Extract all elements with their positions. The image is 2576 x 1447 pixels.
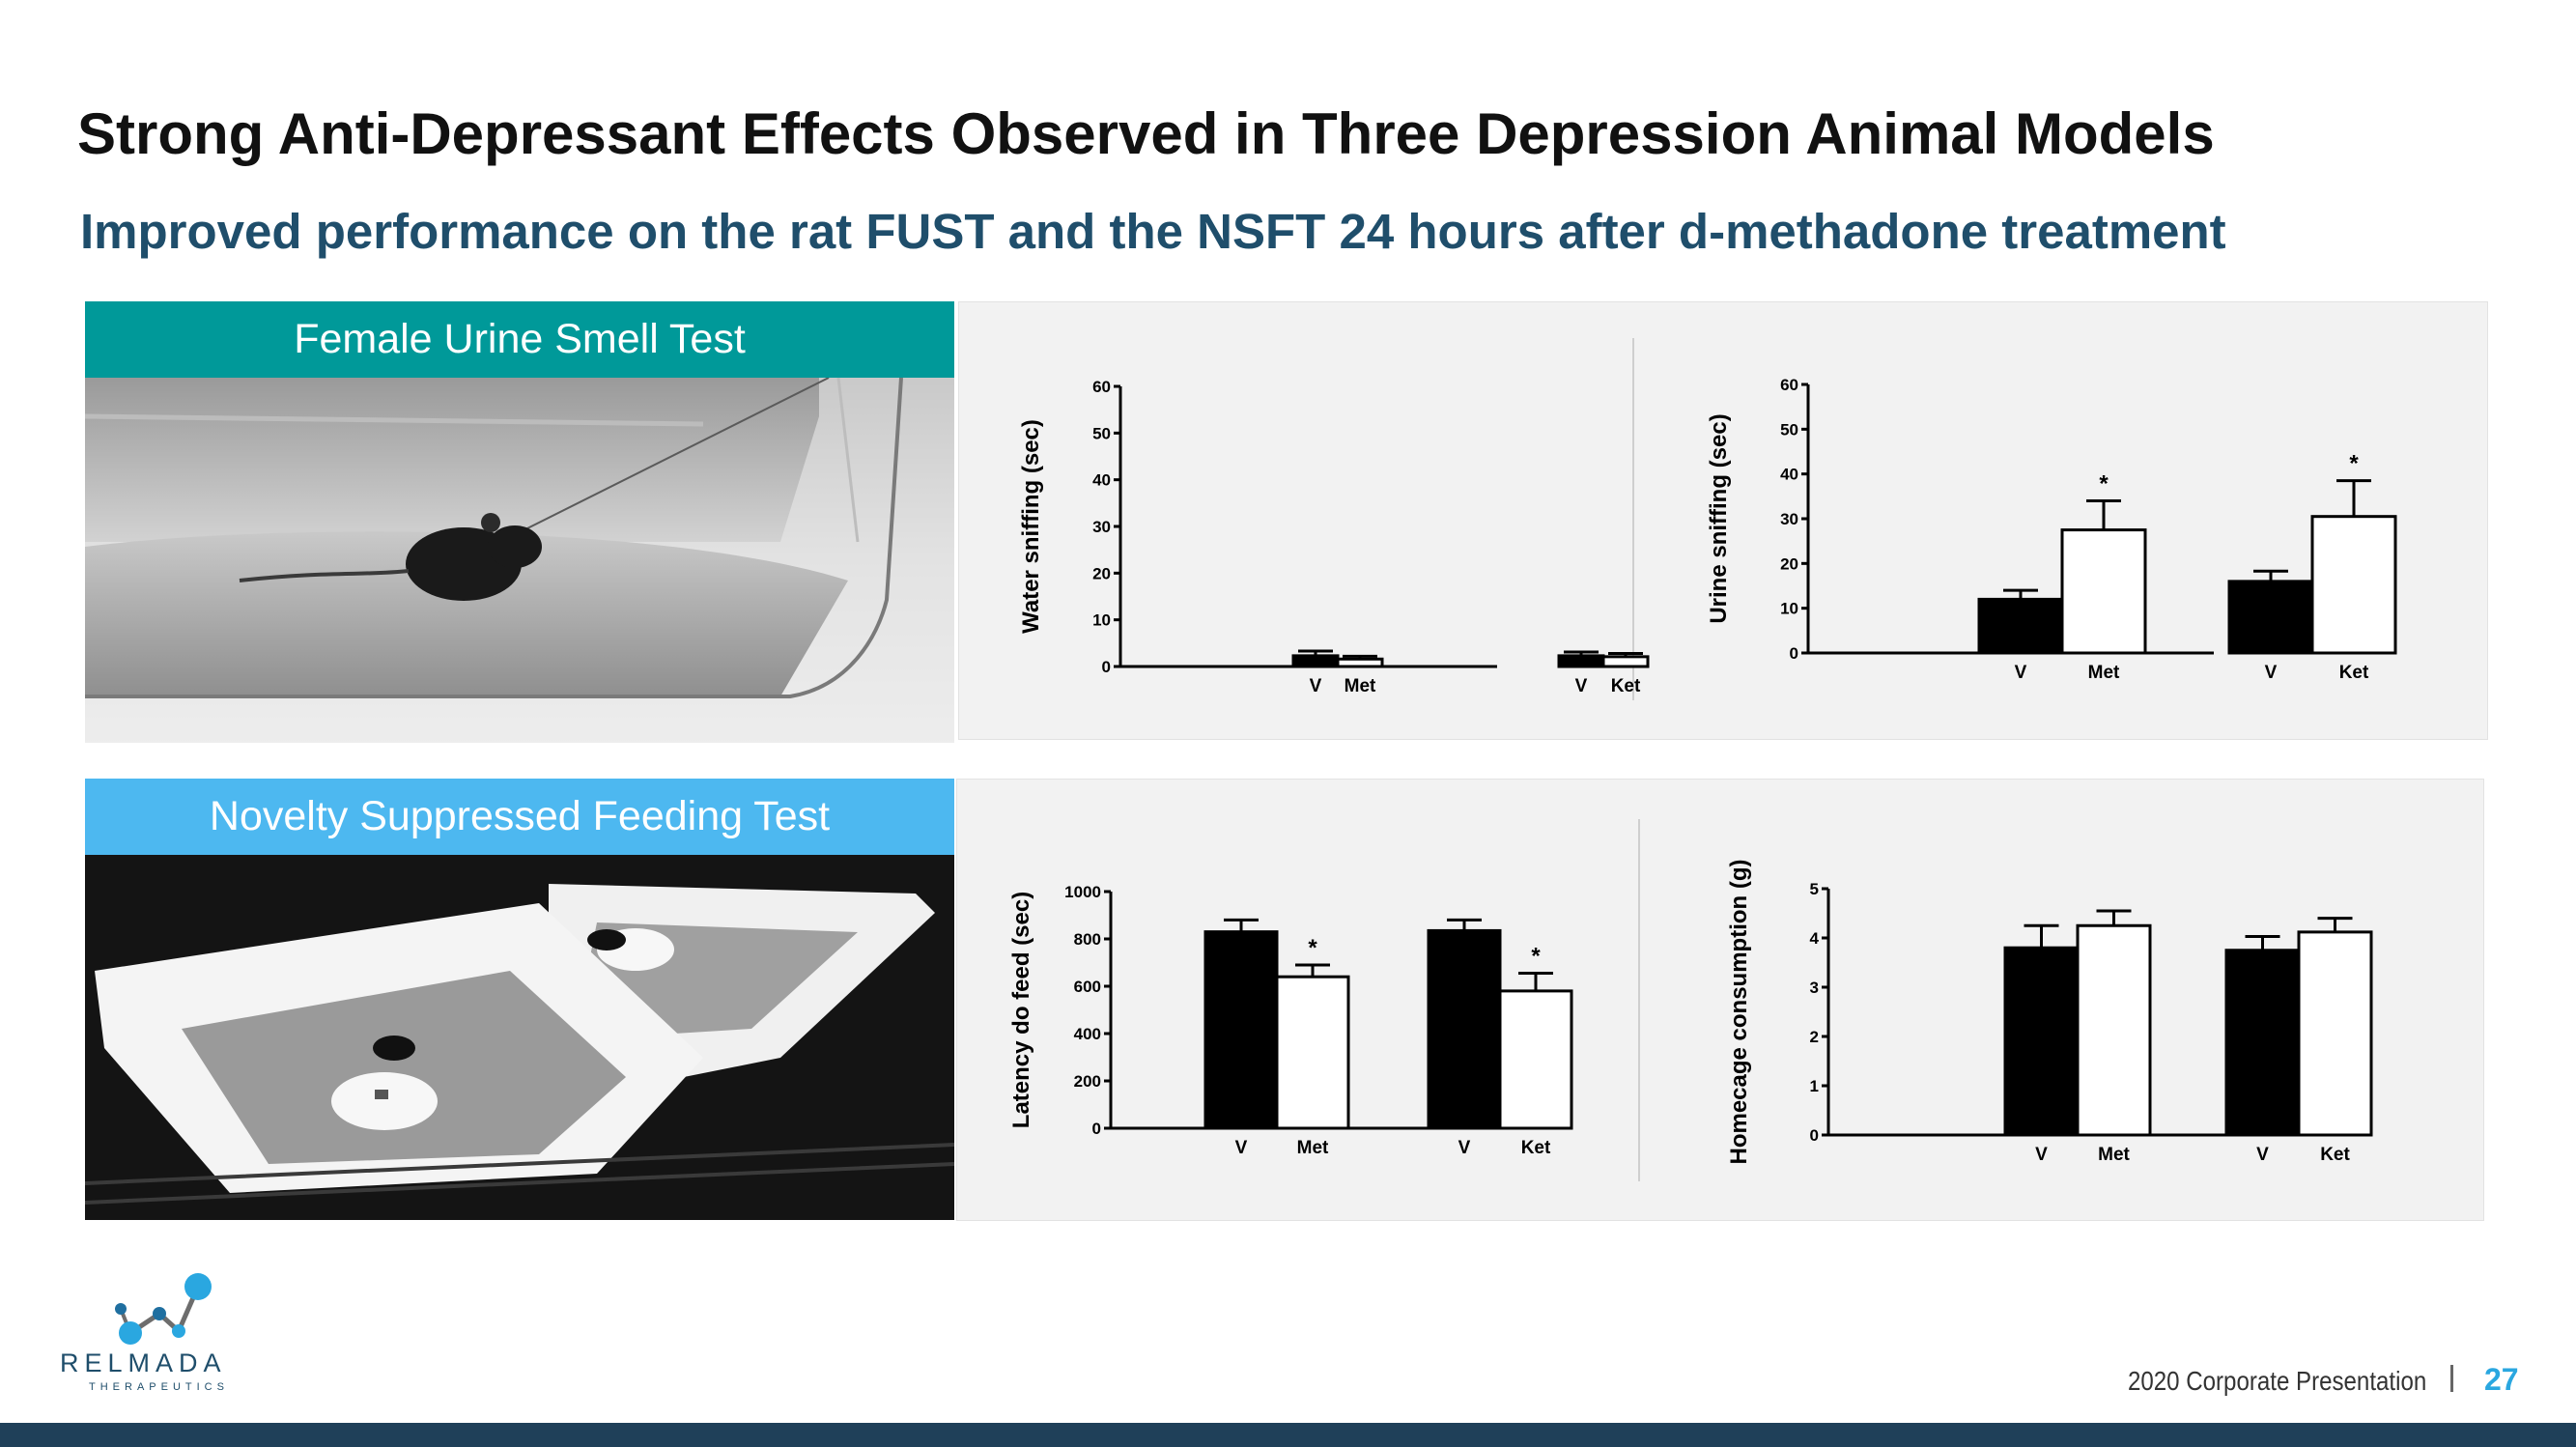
y-tick-label: 30 [1780, 510, 1798, 528]
y-tick-label: 50 [1092, 424, 1111, 442]
y-tick-label: 800 [1074, 930, 1101, 949]
x-tick-label: V [2256, 1145, 2269, 1165]
bar [1977, 597, 2064, 655]
x-tick-label: V [1458, 1138, 1471, 1158]
x-tick-label: Ket [2320, 1145, 2350, 1165]
fust-chart-divider [1632, 338, 1634, 700]
y-tick-label: 30 [1092, 518, 1111, 536]
bar [1291, 654, 1340, 668]
x-tick-label: V [1575, 676, 1588, 696]
nsft-photo-panel: Novelty Suppressed Feeding Test [85, 779, 954, 1220]
y-tick-label: 40 [1092, 471, 1111, 490]
footer-text: 2020 Corporate Presentation [2128, 1366, 2427, 1396]
y-tick-label: 60 [1092, 378, 1111, 396]
y-tick-label: 10 [1092, 611, 1111, 630]
y-tick-label: 2 [1810, 1028, 1819, 1046]
y-tick-label: 0 [1102, 658, 1111, 676]
bar [1498, 989, 1573, 1130]
x-tick-label: Met [1297, 1138, 1329, 1158]
y-tick-label: 3 [1810, 979, 1819, 997]
bottom-bar [0, 1423, 2576, 1447]
logo-wordmark: RELMADA [60, 1348, 227, 1377]
x-tick-label: Ket [1521, 1138, 1551, 1158]
y-tick-label: 400 [1074, 1025, 1101, 1043]
y-tick-label: 4 [1810, 929, 1820, 948]
y-axis-label: Water sniffing (sec) [1018, 419, 1044, 634]
y-tick-label: 1 [1810, 1077, 1819, 1095]
bar [2224, 949, 2301, 1137]
bar [1275, 975, 1350, 1130]
footer-separator [2450, 1365, 2453, 1392]
x-tick-label: Met [2088, 663, 2120, 683]
y-tick-label: 0 [1790, 644, 1798, 663]
x-tick-label: Ket [1611, 676, 1641, 696]
urine-sniffing-chart: Urine sniffing (sec) 0 10 20 30 40 50 60 V Met * V K… [1706, 376, 2397, 683]
significance-star: * [1531, 944, 1541, 970]
bar [2310, 515, 2397, 655]
homecage-consumption-chart: Homecage consumption (g) 0 1 2 3 4 5 V Met V Ket [1726, 859, 2373, 1165]
bar [1601, 655, 1650, 668]
bar [2297, 930, 2373, 1137]
nsft-chart-divider [1638, 819, 1640, 1181]
fust-photo-panel: Female Urine Smell Test [85, 301, 954, 743]
bar [2076, 923, 2152, 1137]
y-tick-label: 20 [1092, 564, 1111, 582]
significance-star: * [2099, 470, 2109, 497]
bar [2227, 580, 2314, 655]
logo-subtitle: THERAPEUTICS [89, 1381, 229, 1393]
bar [2003, 946, 2080, 1137]
y-axis-label: Homecage consumption (g) [1726, 859, 1752, 1164]
bar [1336, 657, 1384, 668]
significance-star: * [2349, 451, 2359, 477]
y-tick-label: 20 [1780, 554, 1798, 573]
y-tick-label: 50 [1780, 420, 1798, 439]
fust-panel-header: Female Urine Smell Test [85, 301, 954, 378]
y-tick-label: 0 [1092, 1120, 1101, 1138]
fust-photo [85, 378, 954, 743]
bar [1557, 654, 1605, 668]
x-tick-label: V [2015, 663, 2027, 683]
relmada-logo-icon [115, 1273, 212, 1345]
bar [2060, 528, 2147, 655]
slide-subtitle: Improved performance on the rat FUST and… [80, 204, 2226, 259]
y-tick-label: 0 [1810, 1126, 1819, 1145]
y-tick-label: 5 [1810, 880, 1819, 898]
x-tick-label: V [1235, 1138, 1248, 1158]
nsft-panel-header: Novelty Suppressed Feeding Test [85, 779, 954, 855]
y-tick-label: 10 [1780, 600, 1798, 618]
bar [1203, 930, 1279, 1130]
x-tick-label: V [2265, 663, 2278, 683]
y-tick-label: 40 [1780, 466, 1798, 484]
y-tick-label: 60 [1780, 376, 1798, 394]
y-tick-label: 1000 [1064, 883, 1101, 901]
x-tick-label: V [1310, 676, 1322, 696]
x-tick-label: Ket [2339, 663, 2369, 683]
x-tick-label: Met [1345, 676, 1376, 696]
latency-to-feed-chart: Latency do feed (sec) 0 200 400 600 800 1000 V M… [1008, 883, 1573, 1158]
significance-star: * [1308, 935, 1317, 961]
y-axis-label: Latency do feed (sec) [1008, 892, 1034, 1128]
page-number: 27 [2484, 1362, 2519, 1397]
slide-title: Strong Anti-Depressant Effects Observed … [77, 101, 2215, 166]
x-tick-label: Met [2098, 1145, 2130, 1165]
bar [1427, 928, 1502, 1130]
y-tick-label: 200 [1074, 1072, 1101, 1091]
y-axis-label: Urine sniffing (sec) [1706, 413, 1732, 623]
water-sniffing-chart: Water sniffing (sec) 0 10 20 30 40 50 60 V Met V Ke… [1018, 378, 1650, 696]
y-tick-label: 600 [1074, 978, 1101, 996]
nsft-photo [85, 855, 954, 1220]
x-tick-label: V [2035, 1145, 2048, 1165]
